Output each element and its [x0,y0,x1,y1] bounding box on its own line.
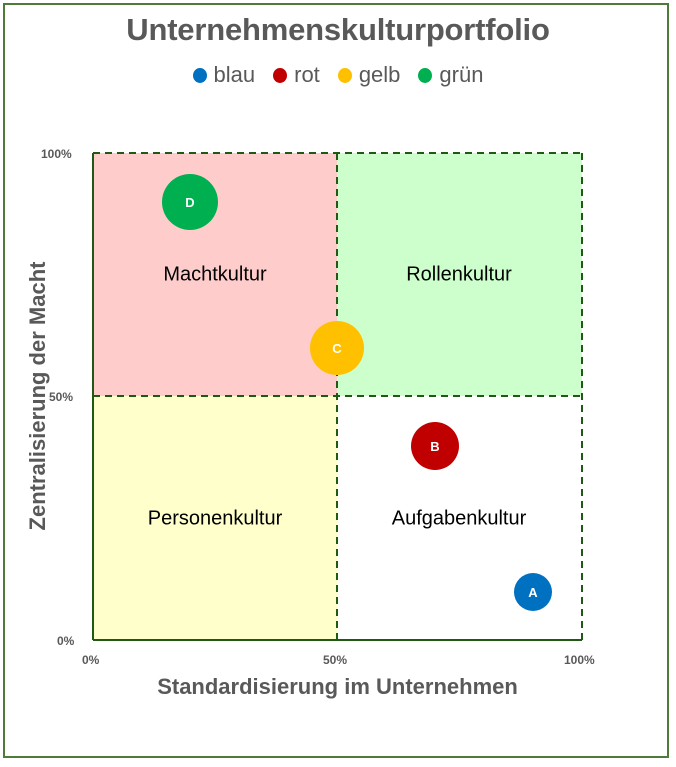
legend-dot-icon [418,67,433,83]
grid-lines [92,152,583,641]
legend-label: gelb [358,62,401,87]
quadrant-label: Machtkultur [163,263,267,286]
legend-label: grün [439,62,484,87]
legend-dot-icon [192,67,207,83]
legend-dot-icon [273,67,288,83]
legend-dot-icon [337,67,352,83]
legend-label: blau [213,62,256,87]
legend-item-gruen: grün [418,62,483,88]
x-axis-label: Standardisierung im Unternehmen [157,674,518,699]
legend-item-rot: rot [273,62,320,88]
y-tick: 50% [49,390,74,404]
bubble-d: D [162,174,218,230]
x-tick: 50% [323,653,348,667]
quadrant-label: Rollenkultur [406,263,512,286]
quadrant-rollenkultur [337,153,582,396]
bubble-c: C [310,321,364,375]
chart-title: Unternehmenskulturportfolio [126,12,550,47]
y-axis-label: Zentralisierung der Macht [25,261,50,531]
x-tick: 0% [82,653,100,667]
quadrant-personenkultur [93,396,337,640]
quadrant-label: Aufgabenkultur [391,507,527,530]
y-tick: 0% [57,634,75,648]
x-tick: 100% [564,653,595,667]
bubble-a: A [514,573,552,611]
plot-area: Machtkultur Rollenkultur Personenkultur … [92,152,583,641]
quadrant-label: Personenkultur [147,507,283,530]
legend-label: rot [294,62,320,87]
legend-item-blau: blau [192,62,256,88]
bubble-b: B [411,422,459,470]
legend-item-gelb: gelb [337,62,401,88]
legend: blau rot gelb grün [0,62,676,88]
y-tick: 100% [41,147,72,161]
